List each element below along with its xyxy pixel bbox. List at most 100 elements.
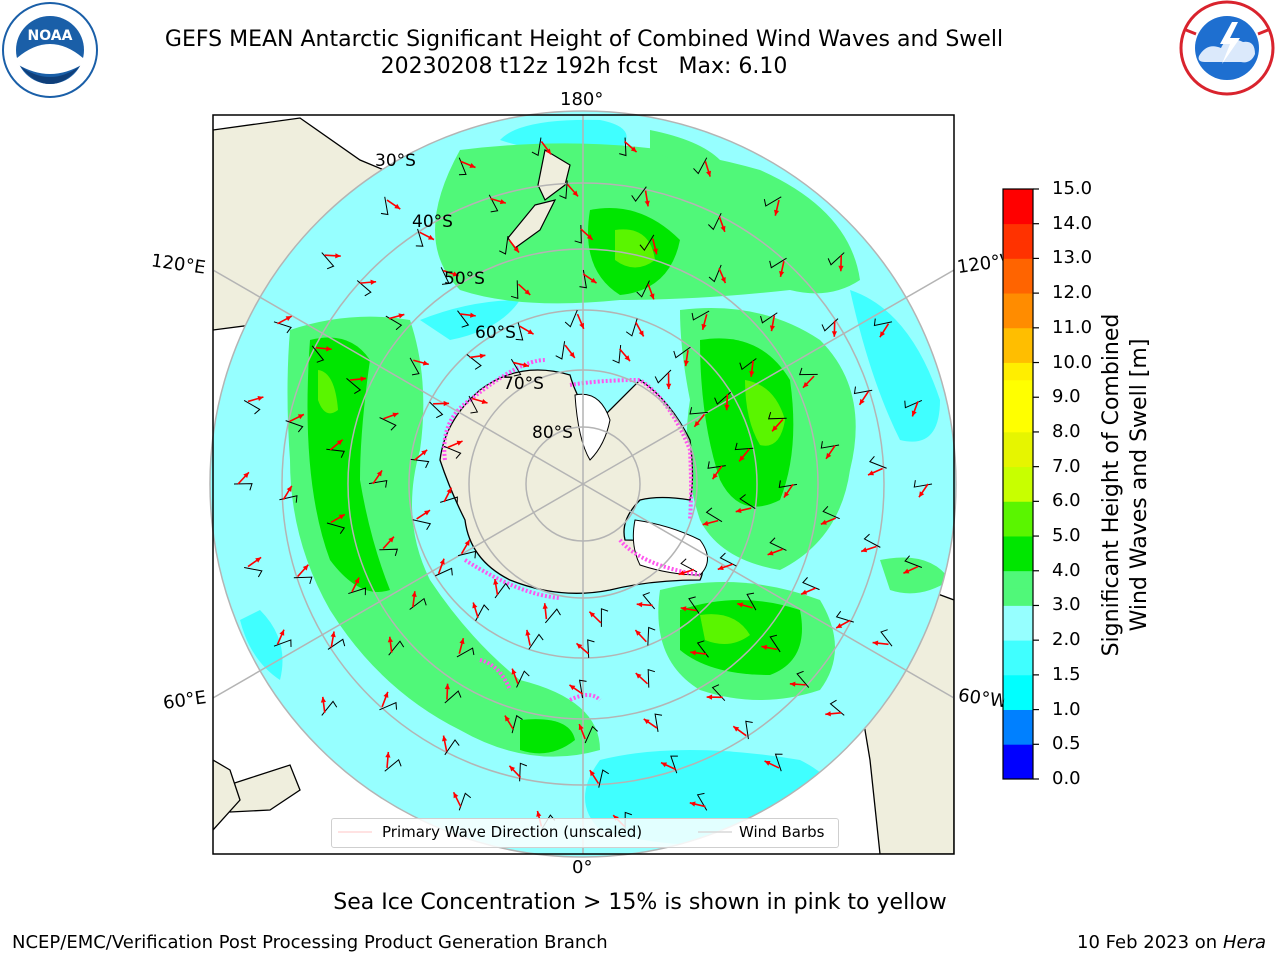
wave-arrow-head bbox=[661, 762, 668, 768]
sea-ice-note: Sea Ice Concentration > 15% is shown in … bbox=[333, 890, 947, 915]
wind-barb bbox=[584, 725, 598, 744]
wind-barb bbox=[711, 684, 726, 702]
colorbar-bin bbox=[1003, 223, 1033, 242]
wind-barb bbox=[519, 762, 528, 782]
wind-barb bbox=[409, 597, 427, 610]
wind-barb bbox=[564, 309, 578, 328]
wind-barb bbox=[388, 640, 405, 656]
wind-barb bbox=[579, 679, 587, 699]
wave-arrow-head bbox=[335, 253, 341, 259]
colorbar-bin bbox=[1003, 501, 1033, 520]
colorbar-bin bbox=[1003, 518, 1033, 537]
wind-barb bbox=[515, 322, 524, 341]
wave-arrow-head bbox=[649, 293, 655, 300]
wave-arrow-head bbox=[525, 629, 531, 636]
wind-barb bbox=[457, 550, 477, 559]
wave-arrows-layer bbox=[237, 140, 929, 828]
wind-barbs-layer bbox=[233, 137, 933, 831]
wind-barb bbox=[444, 690, 462, 704]
colorbar-bin bbox=[1003, 536, 1033, 554]
colorbar-tick-label: 5.0 bbox=[1052, 525, 1081, 547]
generated-date: 10 Feb 2023 on Hera bbox=[1077, 932, 1266, 953]
wave-arrow-head bbox=[720, 277, 726, 284]
wave-arrow-head bbox=[872, 640, 879, 646]
wind-barb bbox=[734, 442, 754, 451]
colorbar-bin bbox=[1003, 275, 1033, 294]
wind-barb bbox=[769, 634, 781, 653]
colorbar-bin bbox=[1003, 622, 1033, 641]
lat-label-50s: 50°S bbox=[444, 269, 485, 289]
wind-barb bbox=[647, 668, 656, 688]
wind-barb bbox=[587, 639, 595, 658]
wave-arrow-head bbox=[911, 410, 917, 417]
wave-arrow-head bbox=[524, 289, 531, 295]
colorbar-tick-label: 2.0 bbox=[1052, 629, 1081, 651]
wave-arrow-head bbox=[702, 520, 709, 526]
wave-arrow-head bbox=[545, 148, 551, 155]
wave-arrow-head bbox=[330, 631, 336, 638]
wave-arrow-head bbox=[689, 801, 696, 807]
wind-barb bbox=[457, 310, 470, 328]
colorbar-tick-label: 3.0 bbox=[1052, 594, 1081, 616]
wave-arrow-head bbox=[279, 629, 285, 636]
wave-arrow-head bbox=[767, 550, 774, 556]
wave-arrow-head bbox=[838, 265, 844, 272]
wave-arrow-head bbox=[680, 606, 687, 612]
wave-arrow-head bbox=[383, 691, 389, 698]
wind-barb bbox=[440, 496, 458, 505]
wave-arrow-head bbox=[724, 404, 730, 411]
colorbar-tick-label: 14.0 bbox=[1052, 212, 1093, 234]
colorbar-bin bbox=[1003, 379, 1033, 398]
wave-arrow-head bbox=[422, 360, 429, 366]
wind-barb bbox=[516, 670, 530, 688]
wave-arrow-head bbox=[441, 735, 448, 742]
wave-arrow-head bbox=[578, 724, 584, 731]
wave-arrow-head bbox=[764, 761, 771, 766]
wind-barb bbox=[746, 592, 757, 611]
colorbar-bin bbox=[1003, 293, 1033, 311]
wave-arrow-head bbox=[387, 636, 393, 643]
colorbar-bin bbox=[1003, 588, 1033, 606]
chart-title: GEFS MEAN Antarctic Significant Height o… bbox=[164, 27, 1004, 52]
wind-barb bbox=[691, 310, 710, 321]
wind-barb bbox=[510, 358, 522, 377]
wave-arrow-head bbox=[446, 487, 452, 494]
wave-arrow-head bbox=[861, 547, 868, 553]
wind-barb bbox=[696, 792, 708, 811]
wave-arrow-head bbox=[694, 420, 700, 427]
wind-barb bbox=[835, 610, 854, 623]
wave-arrow-head bbox=[701, 323, 707, 330]
wind-barb bbox=[625, 318, 638, 337]
wind-barb bbox=[739, 494, 756, 510]
wave-arrow-head bbox=[879, 331, 885, 338]
colorbar-bin bbox=[1003, 605, 1033, 624]
wave-arrow-head bbox=[733, 726, 740, 732]
meridians bbox=[213, 115, 954, 854]
wind-barb bbox=[745, 720, 753, 740]
wind-barb bbox=[688, 596, 700, 614]
wind-barb bbox=[719, 552, 737, 567]
wind-barb bbox=[440, 267, 450, 285]
wind-barb bbox=[642, 592, 656, 610]
colorbar-tick-label: 13.0 bbox=[1052, 247, 1093, 269]
machine-name: Hera bbox=[1222, 932, 1266, 953]
wind-barb bbox=[778, 480, 798, 488]
wave-arrow-head bbox=[376, 470, 383, 477]
wave-arrow-head bbox=[789, 681, 796, 687]
new-zealand-north bbox=[537, 149, 571, 201]
wind-barb bbox=[468, 395, 479, 414]
wind-barb bbox=[612, 344, 622, 364]
wave-arrow-head bbox=[499, 199, 506, 205]
wave-arrow-head bbox=[297, 414, 304, 420]
wind-barb bbox=[767, 411, 787, 420]
wave-arrow-head bbox=[761, 644, 768, 650]
wind-barb bbox=[654, 713, 663, 732]
wave-arrow-head bbox=[720, 225, 726, 232]
wind-barb bbox=[494, 582, 511, 599]
colorbar-bin bbox=[1003, 449, 1033, 468]
wave-arrow-head bbox=[678, 570, 685, 576]
wave-arrow-head bbox=[469, 163, 476, 168]
noaa-logo: NOAA bbox=[2, 2, 98, 98]
wave-arrow-head bbox=[769, 325, 776, 332]
wave-arrow-head bbox=[286, 485, 292, 492]
